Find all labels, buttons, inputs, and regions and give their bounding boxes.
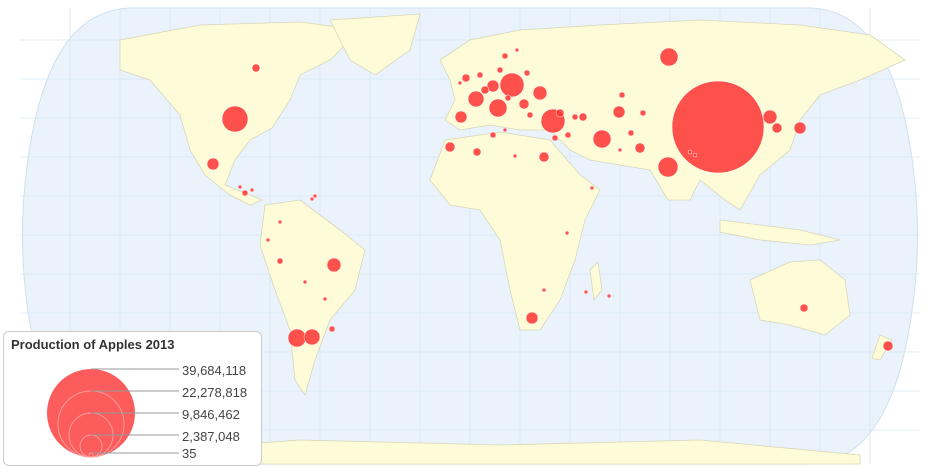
africa [429, 131, 601, 331]
legend-value: 39,684,118 [182, 363, 247, 378]
production-bubble[interactable] [454, 110, 468, 124]
production-bubble[interactable] [551, 134, 559, 142]
production-bubble[interactable] [328, 325, 336, 333]
production-bubble[interactable] [532, 85, 548, 101]
production-bubble[interactable] [589, 185, 595, 191]
production-bubble[interactable] [488, 98, 508, 118]
production-bubble[interactable] [499, 72, 525, 98]
production-bubble[interactable] [241, 189, 249, 197]
production-bubble[interactable] [467, 90, 485, 108]
production-bubble[interactable] [793, 121, 807, 135]
production-bubble[interactable] [617, 147, 623, 153]
madagascar [589, 261, 603, 301]
production-bubble[interactable] [249, 187, 255, 193]
production-bubble[interactable] [687, 149, 693, 155]
australia [749, 259, 851, 336]
production-bubble[interactable] [882, 340, 894, 352]
production-bubble[interactable] [472, 147, 482, 157]
production-bubble[interactable] [671, 80, 765, 174]
legend-value: 22,278,818 [182, 385, 248, 400]
production-bubble[interactable] [692, 152, 698, 158]
production-bubble[interactable] [276, 257, 284, 265]
production-bubble[interactable] [486, 79, 500, 93]
production-bubble[interactable] [277, 219, 283, 225]
production-bubble[interactable] [504, 94, 512, 102]
greenland [329, 13, 421, 76]
south-america [259, 199, 366, 396]
production-bubble[interactable] [444, 141, 456, 153]
production-bubble[interactable] [501, 52, 509, 60]
production-bubble[interactable] [523, 69, 531, 77]
production-bubble[interactable] [457, 80, 463, 86]
production-bubble[interactable] [251, 63, 261, 73]
production-bubble[interactable] [657, 156, 679, 178]
legend-value: 2,387,048 [182, 429, 240, 444]
production-bubble[interactable] [627, 129, 635, 137]
production-bubble[interactable] [312, 193, 318, 199]
legend-bubbles [47, 368, 179, 458]
production-bubble[interactable] [799, 303, 809, 313]
production-bubble[interactable] [571, 113, 579, 121]
production-bubble[interactable] [771, 122, 783, 134]
production-bubble[interactable] [634, 142, 646, 154]
production-bubble[interactable] [578, 112, 588, 122]
production-bubble[interactable] [265, 237, 271, 243]
production-bubble[interactable] [659, 47, 679, 67]
production-bubble[interactable] [564, 230, 570, 236]
bubbles [206, 47, 894, 352]
legend-value: 35 [182, 446, 197, 461]
production-bubble[interactable] [518, 98, 530, 110]
production-bubble[interactable] [526, 111, 534, 119]
production-bubble[interactable] [322, 296, 328, 302]
production-bubble[interactable] [302, 279, 308, 285]
legend-title: Production of Apples 2013 [11, 337, 175, 352]
production-bubble[interactable] [541, 287, 547, 293]
production-bubble[interactable] [762, 109, 778, 125]
production-bubble[interactable] [237, 184, 243, 190]
production-bubble[interactable] [309, 196, 315, 202]
production-bubble[interactable] [206, 157, 220, 171]
production-bubble[interactable] [476, 71, 484, 79]
production-bubble[interactable] [221, 105, 249, 133]
production-bubble[interactable] [592, 129, 612, 149]
production-bubble[interactable] [502, 127, 508, 133]
production-bubble[interactable] [606, 293, 612, 299]
production-bubble[interactable] [639, 109, 647, 117]
legend-value: 9,846,462 [182, 407, 240, 422]
production-bubble[interactable] [480, 85, 490, 95]
eurasia [439, 19, 906, 211]
production-bubble[interactable] [496, 66, 504, 74]
indonesia [719, 219, 841, 246]
production-bubble[interactable] [303, 328, 321, 346]
production-bubble[interactable] [489, 131, 497, 139]
production-bubble[interactable] [514, 47, 520, 53]
production-bubble[interactable] [326, 257, 342, 273]
legend: Production of Apples 2013 39,684,118 22,… [3, 331, 262, 466]
production-bubble[interactable] [612, 105, 626, 119]
production-bubble[interactable] [461, 73, 471, 83]
production-bubble[interactable] [512, 153, 518, 159]
production-bubble[interactable] [564, 131, 572, 139]
production-bubble[interactable] [538, 151, 550, 163]
production-bubble[interactable] [525, 311, 539, 325]
production-bubble[interactable] [583, 289, 589, 295]
production-bubble[interactable] [618, 91, 626, 99]
production-bubble[interactable] [555, 108, 565, 118]
production-bubble[interactable] [287, 328, 307, 348]
